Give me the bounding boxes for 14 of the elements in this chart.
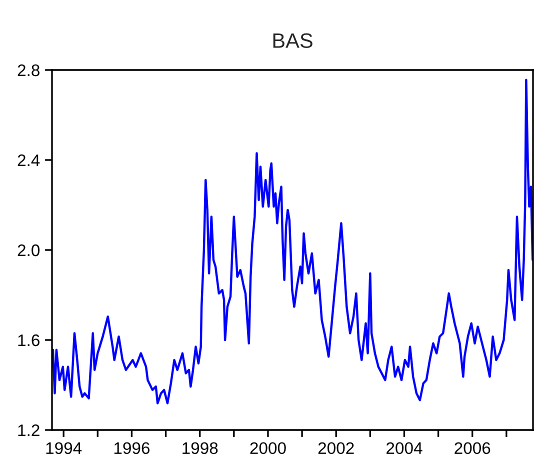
x-tick-label: 2002: [318, 442, 354, 454]
x-tick-label: 1998: [182, 442, 218, 454]
x-tick-label: 2004: [386, 442, 422, 454]
y-tick-label: 1.2: [18, 424, 40, 436]
x-tick-label: 1996: [114, 442, 150, 454]
y-tick-label: 2.0: [18, 244, 40, 256]
y-tick-label: 2.8: [18, 64, 40, 76]
x-tick-label: 2000: [250, 442, 286, 454]
chart-title: BAS: [273, 33, 312, 48]
y-tick-label: 1.6: [18, 334, 40, 346]
x-tick-label: 1994: [46, 442, 82, 454]
y-tick-label: 2.4: [18, 154, 40, 166]
line-series: [52, 78, 533, 404]
x-tick-label: 2006: [454, 442, 490, 454]
